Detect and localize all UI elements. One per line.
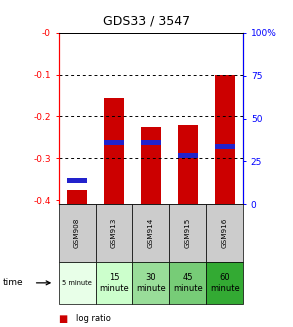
Bar	[67, 179, 87, 183]
Bar	[214, 144, 235, 149]
Text: 60
minute: 60 minute	[210, 273, 240, 293]
Bar	[104, 140, 124, 145]
Bar	[178, 125, 198, 204]
Text: GSM916: GSM916	[222, 218, 228, 248]
Text: GSM908: GSM908	[74, 218, 80, 248]
Text: ■: ■	[59, 314, 68, 324]
Text: GSM914: GSM914	[148, 218, 154, 248]
Text: 30
minute: 30 minute	[136, 273, 166, 293]
Text: log ratio: log ratio	[76, 314, 111, 323]
Text: time: time	[3, 278, 23, 287]
Text: GDS33 / 3547: GDS33 / 3547	[103, 15, 190, 28]
Text: 45
minute: 45 minute	[173, 273, 203, 293]
Bar	[141, 140, 161, 145]
Bar	[104, 97, 124, 204]
Text: 5 minute: 5 minute	[62, 280, 92, 286]
Text: GSM915: GSM915	[185, 218, 191, 248]
Bar	[141, 127, 161, 204]
Bar	[67, 190, 87, 204]
Text: 15
minute: 15 minute	[99, 273, 129, 293]
Bar	[214, 75, 235, 204]
Text: GSM913: GSM913	[111, 218, 117, 248]
Bar	[178, 153, 198, 158]
